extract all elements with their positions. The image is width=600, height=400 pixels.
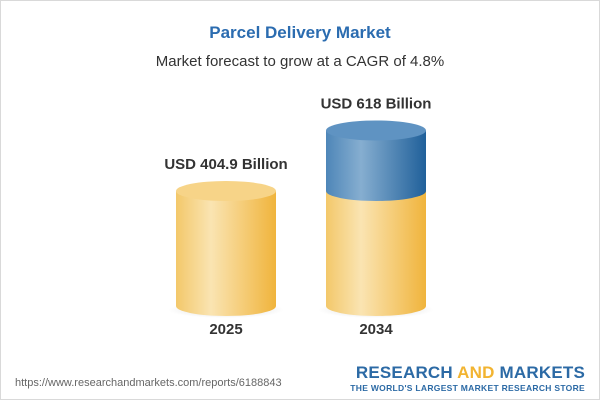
bar-top-2025	[176, 181, 276, 201]
bar-base-2025	[176, 191, 276, 316]
research-and-markets-logo: RESEARCH AND MARKETS THE WORLD'S LARGEST…	[350, 363, 585, 393]
chart-title: Parcel Delivery Market	[209, 23, 391, 42]
data-label: USD 618 Billion	[321, 95, 432, 112]
cylinder-chart: USD 404.9 Billion 2025 USD 618 Billion 2034	[164, 95, 434, 338]
data-label: USD 404.9 Billion	[164, 156, 287, 173]
category-label: 2034	[359, 321, 393, 338]
bar-top-2034	[326, 120, 426, 141]
logo-text-markets: MARKETS	[494, 363, 585, 382]
logo-text: RESEARCH	[355, 363, 458, 382]
category-label: 2025	[209, 321, 242, 338]
bar-base-2034	[326, 191, 426, 316]
logo-text-and: AND	[457, 363, 495, 382]
chart-subtitle: Market forecast to grow at a CAGR of 4.8…	[155, 53, 445, 70]
bar-growth-2034	[326, 130, 426, 201]
source-url[interactable]: https://www.researchandmarkets.com/repor…	[15, 377, 282, 389]
logo-tagline: THE WORLD'S LARGEST MARKET RESEARCH STOR…	[350, 383, 585, 393]
